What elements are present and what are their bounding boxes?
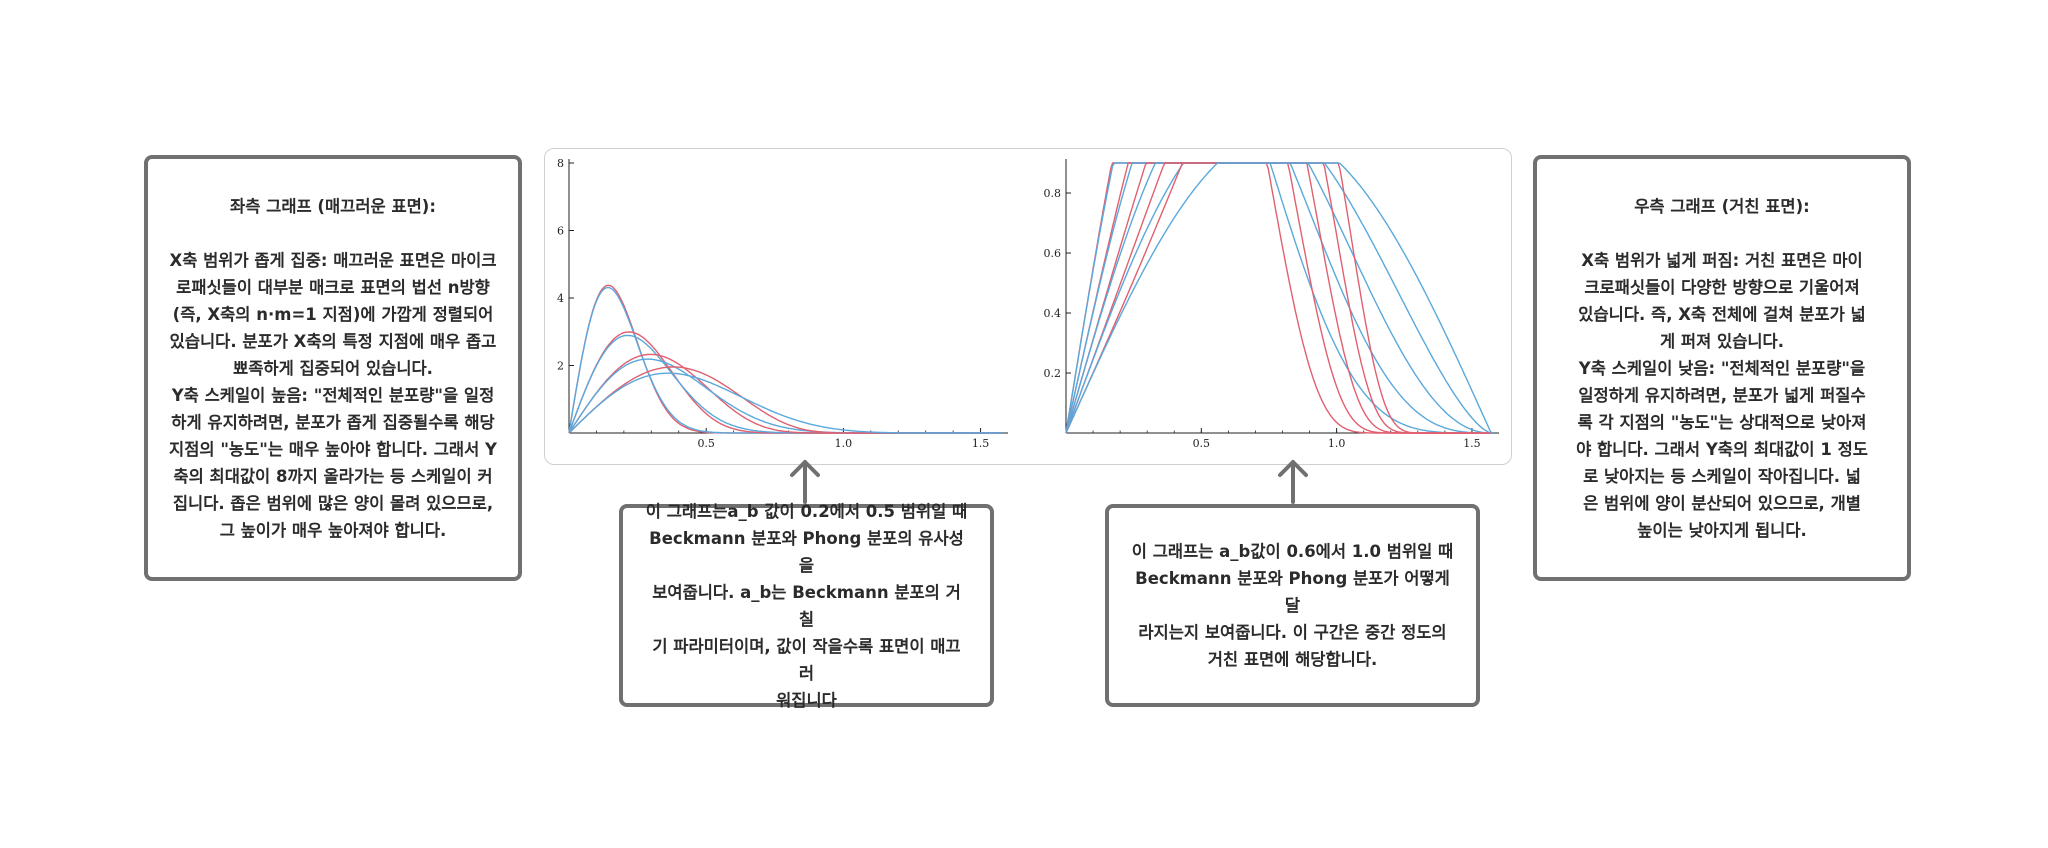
left-note-line: (즉, X축의 n·m=1 지점)에 가깝게 정렬되어	[172, 304, 494, 324]
left-note-title: 좌측 그래프 (매끄러운 표면):	[230, 196, 436, 216]
left-note-line: 뾰족하게 집중되어 있습니다.	[233, 358, 433, 378]
left-note-line: 로패싯들이 대부분 매크로 표면의 법선 n방향	[176, 277, 490, 297]
phong-curve-0.6	[1065, 162, 1494, 434]
y-tick-label: 0.6	[1044, 247, 1062, 260]
x-tick-label: 1.5	[972, 437, 990, 450]
left-note-line: 있습니다. 분포가 X축의 특정 지점에 매우 좁고	[169, 331, 497, 351]
right-note-line: 일정하게 유지하려면, 분포가 넓게 퍼질수	[1578, 385, 1866, 405]
left-graph-note: 좌측 그래프 (매끄러운 표면): X축 범위가 좁게 집중: 매끄러운 표면은…	[144, 155, 522, 581]
caption-line: 이 그래프는 a_b값이 0.6에서 1.0 범위일 때	[1131, 542, 1454, 561]
phong-curve-1	[1065, 162, 1494, 434]
right-note-line: 록 각 지점의 "농도"는 상대적으로 낮아져	[1577, 412, 1867, 432]
x-tick-label: 1.5	[1463, 437, 1481, 450]
right-note-title: 우측 그래프 (거친 표면):	[1634, 196, 1810, 216]
y-tick-label: 0.8	[1044, 187, 1062, 200]
caption-line: 보여줍니다. a_b는 Beckmann 분포의 거칠	[652, 582, 961, 629]
right-note-line: 크로패싯들이 다양한 방향으로 기울어져	[1584, 277, 1860, 297]
up-arrow-icon	[1278, 460, 1308, 504]
beckmann-curve-1	[1065, 162, 1494, 434]
x-tick-label: 1.0	[1328, 437, 1346, 450]
right-note-line: 있습니다. 즉, X축 전체에 걸쳐 분포가 넓	[1578, 304, 1866, 324]
right-note-line: 게 퍼져 있습니다.	[1659, 331, 1785, 351]
beckmann-curve-0.2	[568, 284, 1003, 434]
beckmann-curve-0.4	[568, 353, 1003, 434]
phong-curve-0.5	[568, 372, 1003, 434]
left-note-line: X축 범위가 좁게 집중: 매끄러운 표면은 마이크	[169, 250, 497, 270]
caption-line: 라지는지 보여줍니다. 이 구간은 중간 정도의	[1138, 623, 1447, 642]
left-note-line: 그 높이가 매우 높아져야 합니다.	[219, 520, 447, 540]
caption-line: 이 그래프는a_b 값이 0.2에서 0.5 범위일 때	[645, 501, 968, 521]
caption-line: 기 파라미터이며, 값이 작을수록 표면이 매끄러	[652, 636, 961, 683]
phong-curve-0.7	[1065, 162, 1494, 434]
left-note-line: 지점의 "농도"는 매우 높아야 합니다. 그래서 Y	[169, 439, 497, 459]
smooth-range-caption: 이 그래프는a_b 값이 0.2에서 0.5 범위일 때 Beckmann 분포…	[619, 502, 994, 710]
beckmann-curve-0.9	[1065, 162, 1494, 434]
phong-curve-0.9	[1065, 162, 1494, 434]
right-note-line: 높이는 낮아지게 됩니다.	[1637, 520, 1807, 540]
x-tick-label: 0.5	[697, 437, 715, 450]
rough-range-caption: 이 그래프는 a_b값이 0.6에서 1.0 범위일 때 Beckmann 분포…	[1105, 504, 1480, 707]
y-tick-label: 0.4	[1044, 307, 1062, 320]
right-note-line: Y축 스케일이 낮음: "전체적인 분포량"을	[1578, 358, 1866, 378]
left-note-line: Y축 스케일이 높음: "전체적인 분포량"을 일정	[171, 385, 495, 405]
right-note-line: 로 낮아지는 등 스케일이 작아집니다. 넓	[1583, 466, 1861, 486]
beckmann-curve-0.8	[1065, 162, 1494, 434]
caption-line: 거친 표면에 해당합니다.	[1207, 650, 1378, 669]
left-note-line: 축의 최대값이 8까지 올라가는 등 스케일이 커	[173, 466, 493, 486]
phong-curve-0.2	[568, 286, 1003, 434]
beckmann-curve-0.3	[568, 331, 1003, 434]
y-tick-label: 6	[557, 225, 564, 238]
caption-line: Beckmann 분포와 Phong 분포가 어떻게 달	[1135, 569, 1450, 615]
right-note-line: 야 합니다. 그래서 Y축의 최대값이 1 정도	[1576, 439, 1868, 459]
left-note-line: 집니다. 좁은 범위에 많은 양이 몰려 있으므로,	[172, 493, 494, 513]
right-note-line: 은 범위에 양이 분산되어 있으므로, 개별	[1583, 493, 1861, 513]
right-note-line: X축 범위가 넓게 퍼짐: 거친 표면은 마이	[1581, 250, 1863, 270]
beckmann-curve-0.7	[1065, 162, 1494, 434]
caption-line: Beckmann 분포와 Phong 분포의 유사성을	[649, 528, 964, 575]
beckmann-curve-0.5	[568, 366, 1003, 434]
caption-line: 워집니다	[776, 690, 837, 710]
x-tick-label: 0.5	[1193, 437, 1211, 450]
y-tick-label: 0.2	[1044, 367, 1062, 380]
phong-curve-0.8	[1065, 162, 1494, 434]
y-tick-label: 4	[557, 292, 564, 305]
left-note-line: 하게 유지하려면, 분포가 좁게 집중될수록 해당	[171, 412, 495, 432]
right-graph-note: 우측 그래프 (거친 표면): X축 범위가 넓게 퍼짐: 거친 표면은 마이 …	[1533, 155, 1911, 581]
beckmann-curve-0.6	[1065, 162, 1494, 434]
up-arrow-icon	[790, 460, 820, 504]
x-tick-label: 1.0	[835, 437, 853, 450]
y-tick-label: 2	[557, 360, 564, 373]
phong-curve-0.3	[568, 334, 1003, 434]
y-tick-label: 8	[557, 157, 564, 170]
phong-curve-0.4	[568, 358, 1003, 434]
